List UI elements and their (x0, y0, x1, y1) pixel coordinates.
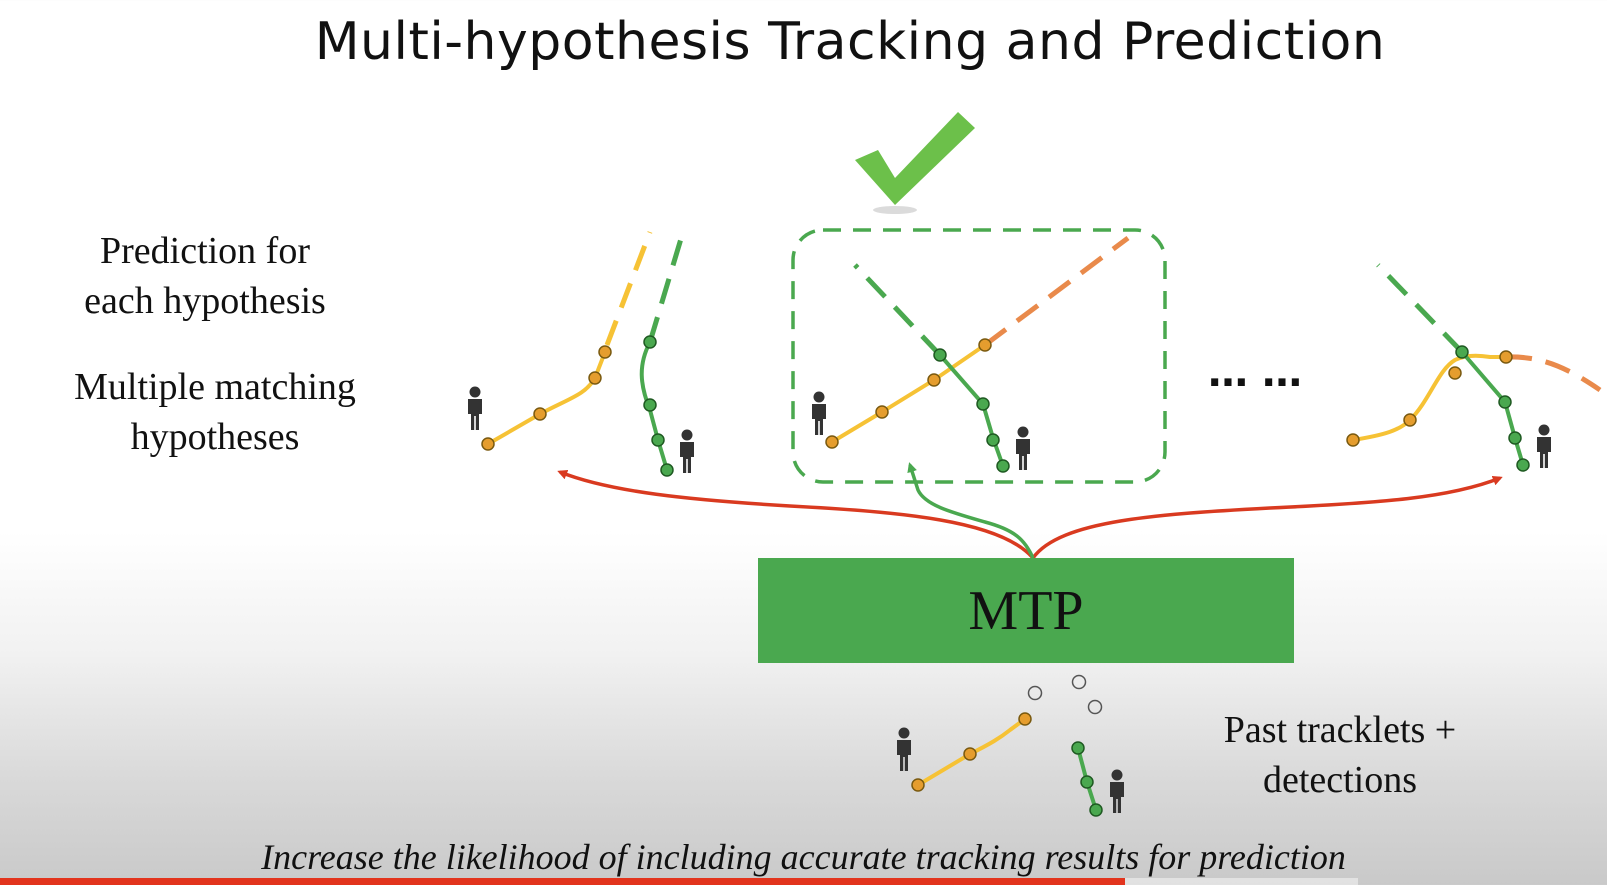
detection (1071, 674, 1087, 690)
past-label-line1: Past tracklets + (1223, 709, 1457, 751)
mtp-box: MTP (758, 558, 1294, 663)
arrow-to-hypothesis-n (1031, 475, 1503, 560)
arrow-to-hypothesis-1 (557, 469, 1035, 560)
prediction-label-line2: each hypothesis (84, 280, 326, 322)
detection (1087, 699, 1103, 715)
hypothesis-n (1346, 263, 1602, 472)
hypothesis-2-selected (791, 228, 1167, 484)
arrow-to-selected-hypothesis (907, 462, 1035, 559)
person-icon (812, 391, 826, 435)
person-icon (1016, 426, 1030, 470)
person-icon (1110, 769, 1124, 813)
past-label-line2: detections (1262, 759, 1418, 801)
past-tracklets-label: Past tracklets + detections (1190, 705, 1490, 805)
multiple-hypotheses-label: Multiple matching hypotheses (30, 362, 400, 462)
prediction-label-line1: Prediction for (99, 230, 310, 272)
person-icon (468, 386, 482, 430)
multiple-label-line2: hypotheses (130, 416, 300, 458)
checkmark-icon (855, 112, 975, 214)
mtp-label: MTP (968, 579, 1084, 642)
slide-title: Multi-hypothesis Tracking and Prediction (314, 12, 1386, 72)
person-icon (897, 727, 911, 771)
selection-box (791, 228, 1167, 484)
person-icon (680, 429, 694, 473)
past-tracklets (897, 674, 1124, 817)
footer-caption: Increase the likelihood of including acc… (261, 837, 1346, 877)
video-progress-played[interactable] (0, 878, 1125, 885)
multiple-label-line1: Multiple matching (74, 366, 356, 408)
ellipsis: … … (1208, 350, 1302, 396)
prediction-label: Prediction for each hypothesis (20, 226, 390, 326)
mtp-arrows (557, 462, 1503, 560)
hypothesis-1 (468, 231, 694, 477)
detection (1027, 685, 1043, 701)
person-icon (1537, 424, 1551, 468)
